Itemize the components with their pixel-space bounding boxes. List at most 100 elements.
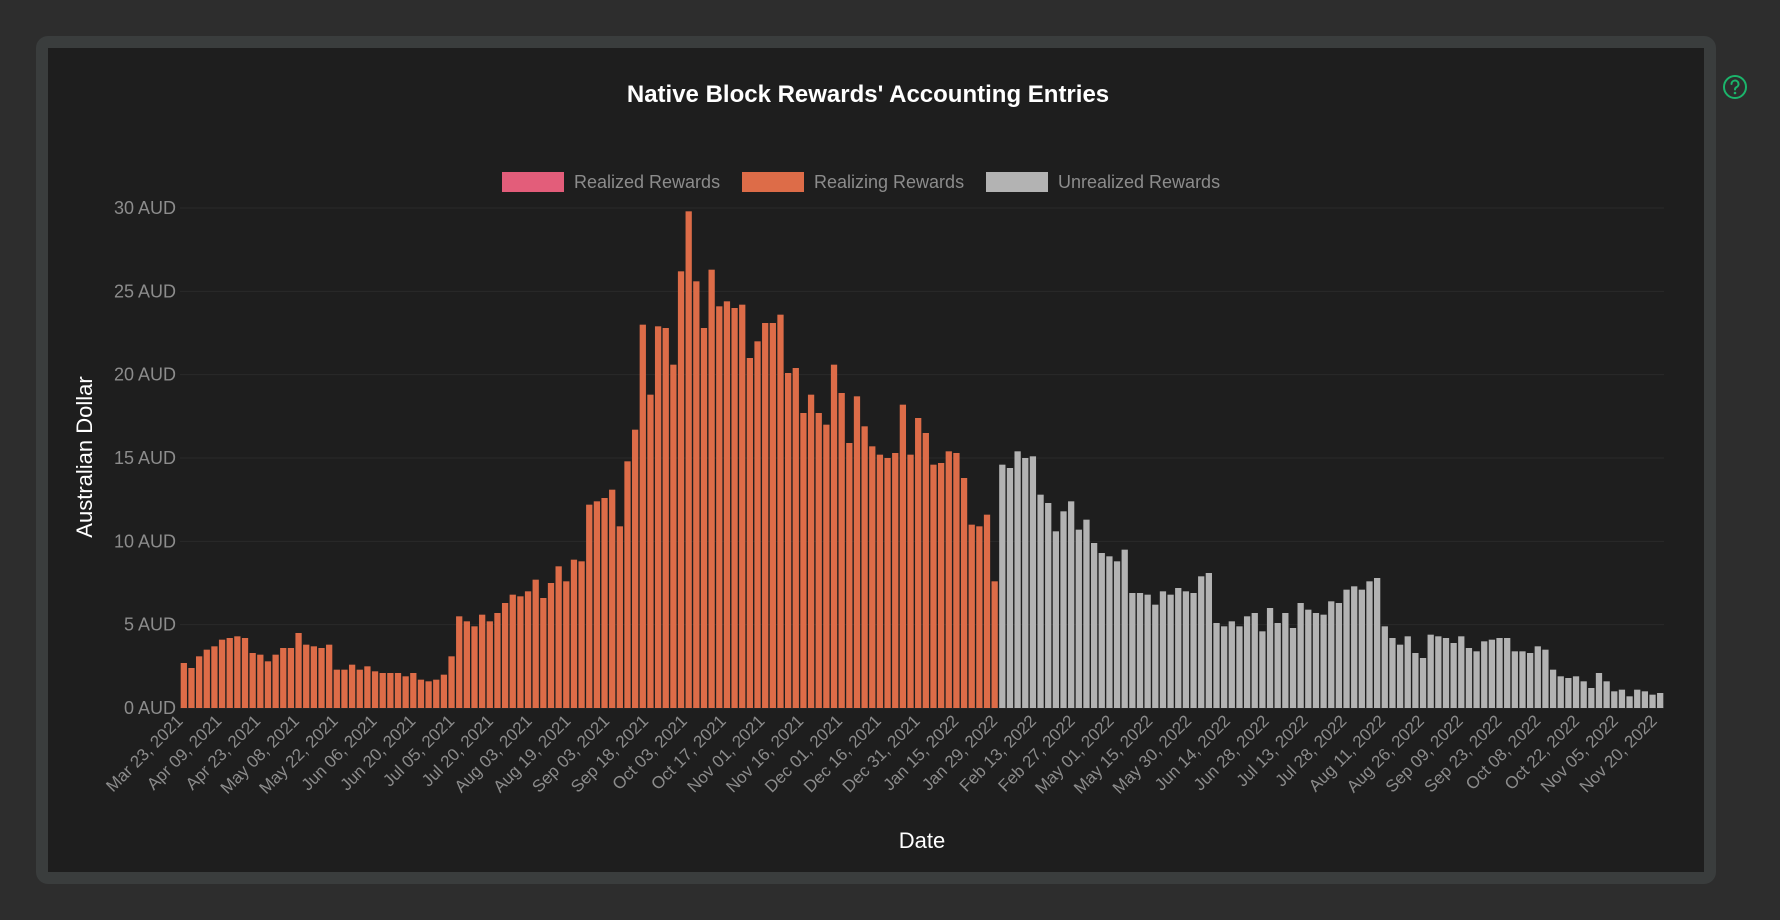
bar-unrealized[interactable] [1052, 531, 1059, 708]
bar-realizing[interactable] [249, 653, 256, 708]
bar-realizing[interactable] [769, 323, 776, 708]
legend-label-realizing[interactable]: Realizing Rewards [814, 172, 964, 192]
bar-realizing[interactable] [624, 461, 631, 708]
bar-unrealized[interactable] [1182, 591, 1190, 708]
bar-unrealized[interactable] [1090, 543, 1098, 708]
bar-unrealized[interactable] [1534, 646, 1541, 708]
bar-unrealized[interactable] [1328, 601, 1335, 708]
bar-realizing[interactable] [838, 393, 845, 708]
bar-realizing[interactable] [586, 504, 593, 708]
bar-unrealized[interactable] [1121, 549, 1128, 708]
bar-unrealized[interactable] [1389, 638, 1396, 708]
bar-unrealized[interactable] [1282, 613, 1289, 708]
bar-unrealized[interactable] [1465, 648, 1473, 708]
bar-realizing[interactable] [991, 581, 998, 708]
bar-realizing[interactable] [440, 674, 448, 708]
bar-realizing[interactable] [983, 514, 991, 708]
bar-realizing[interactable] [348, 664, 356, 708]
bar-realizing[interactable] [318, 648, 325, 708]
bar-realizing[interactable] [364, 666, 371, 708]
bar-realizing[interactable] [326, 644, 333, 708]
bar-realizing[interactable] [180, 663, 187, 708]
bar-unrealized[interactable] [1167, 594, 1174, 708]
bar-unrealized[interactable] [1496, 638, 1503, 708]
bar-unrealized[interactable] [1595, 673, 1603, 708]
bar-realizing[interactable] [639, 324, 646, 708]
bar-unrealized[interactable] [1351, 586, 1358, 708]
bar-realizing[interactable] [846, 443, 853, 708]
bar-realizing[interactable] [211, 646, 218, 708]
bar-unrealized[interactable] [1481, 641, 1488, 708]
bar-unrealized[interactable] [1037, 494, 1044, 708]
bar-unrealized[interactable] [1152, 604, 1159, 708]
bar-realizing[interactable] [960, 478, 968, 708]
bar-realizing[interactable] [685, 211, 692, 708]
bar-realizing[interactable] [448, 656, 455, 708]
bar-realizing[interactable] [823, 424, 830, 708]
bar-realizing[interactable] [479, 614, 486, 708]
bar-unrealized[interactable] [1274, 623, 1281, 708]
bar-unrealized[interactable] [1527, 653, 1534, 708]
bar-unrealized[interactable] [1634, 689, 1641, 708]
bar-unrealized[interactable] [1144, 594, 1151, 708]
bar-realizing[interactable] [677, 271, 685, 708]
bar-realizing[interactable] [792, 368, 799, 708]
bar-realizing[interactable] [892, 453, 899, 708]
bar-unrealized[interactable] [1297, 603, 1304, 708]
bar-realizing[interactable] [241, 638, 249, 708]
bar-realizing[interactable] [463, 621, 470, 708]
bar-unrealized[interactable] [1488, 639, 1496, 708]
legend-swatch-realizing[interactable] [742, 172, 804, 192]
bar-realizing[interactable] [394, 673, 402, 708]
bar-realizing[interactable] [937, 463, 945, 708]
bar-realizing[interactable] [647, 394, 654, 708]
bar-unrealized[interactable] [1060, 511, 1067, 708]
bar-unrealized[interactable] [1580, 681, 1587, 708]
bar-realizing[interactable] [547, 583, 555, 708]
bar-realizing[interactable] [930, 464, 937, 708]
bar-unrealized[interactable] [1335, 603, 1343, 708]
bar-unrealized[interactable] [1198, 576, 1205, 708]
bar-unrealized[interactable] [1649, 694, 1656, 708]
bar-realizing[interactable] [754, 341, 761, 708]
bar-realizing[interactable] [280, 648, 287, 708]
bar-realizing[interactable] [609, 489, 616, 708]
bar-realizing[interactable] [654, 326, 662, 708]
bar-realizing[interactable] [815, 413, 822, 708]
bar-realizing[interactable] [524, 591, 532, 708]
bar-unrealized[interactable] [1098, 553, 1105, 708]
bar-unrealized[interactable] [1190, 593, 1197, 708]
bar-unrealized[interactable] [1396, 644, 1404, 708]
bar-unrealized[interactable] [1106, 556, 1113, 708]
bar-unrealized[interactable] [1641, 691, 1649, 708]
bar-realizing[interactable] [915, 418, 922, 708]
bar-realizing[interactable] [272, 654, 279, 708]
bar-realizing[interactable] [410, 673, 417, 708]
bar-unrealized[interactable] [1236, 626, 1243, 708]
bar-unrealized[interactable] [1603, 681, 1610, 708]
bar-unrealized[interactable] [1442, 638, 1450, 708]
bar-realizing[interactable] [486, 621, 493, 708]
bar-unrealized[interactable] [1549, 669, 1557, 708]
bar-realizing[interactable] [501, 603, 509, 708]
legend-label-unrealized[interactable]: Unrealized Rewards [1058, 172, 1220, 192]
bar-realizing[interactable] [945, 451, 952, 708]
legend-label-realized[interactable]: Realized Rewards [574, 172, 720, 192]
bar-realizing[interactable] [509, 594, 516, 708]
legend-swatch-unrealized[interactable] [986, 172, 1048, 192]
bar-realizing[interactable] [662, 328, 669, 708]
bar-unrealized[interactable] [1136, 593, 1144, 708]
bar-realizing[interactable] [264, 661, 272, 708]
bar-realizing[interactable] [471, 626, 478, 708]
bar-unrealized[interactable] [1511, 651, 1518, 708]
bar-realizing[interactable] [869, 446, 876, 708]
bar-unrealized[interactable] [1565, 678, 1572, 708]
bar-unrealized[interactable] [1205, 573, 1212, 708]
bar-unrealized[interactable] [1259, 631, 1266, 708]
bar-realizing[interactable] [785, 373, 792, 708]
bar-realizing[interactable] [800, 413, 807, 708]
bar-unrealized[interactable] [1427, 634, 1434, 708]
bar-realizing[interactable] [417, 679, 425, 708]
bar-realizing[interactable] [578, 561, 585, 708]
bar-realizing[interactable] [746, 358, 754, 708]
